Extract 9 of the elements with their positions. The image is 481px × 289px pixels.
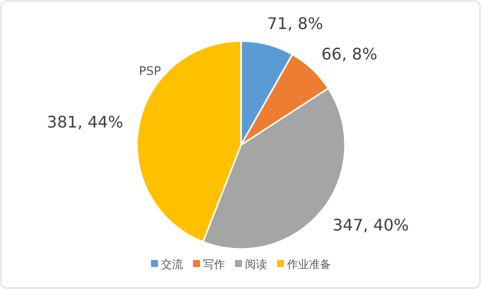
data-label: 381, 44%: [46, 112, 124, 132]
data-label: 66, 8%: [321, 44, 378, 64]
legend-label: 作业准备: [286, 258, 331, 271]
data-label: 347, 40%: [332, 216, 409, 235]
legend-label: 阅读: [245, 258, 267, 271]
text: PSP: [138, 64, 161, 78]
legend-label: 写作: [203, 258, 225, 271]
data-label: 71, 8%: [267, 14, 324, 34]
legend-label: 交流: [161, 258, 183, 271]
